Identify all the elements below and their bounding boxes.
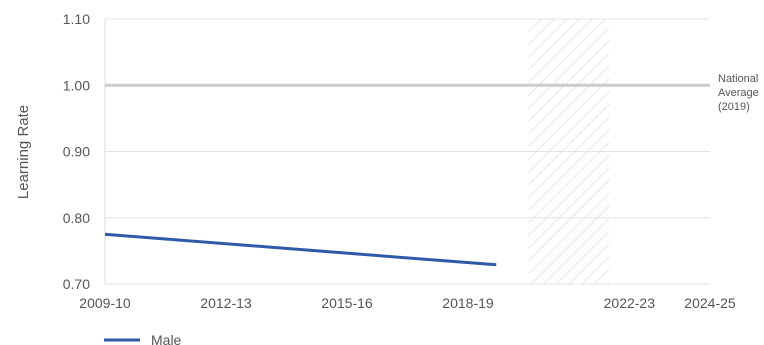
- x-tick-label: 2018-19: [442, 295, 494, 311]
- national-average-label-line: (2019): [718, 101, 750, 113]
- y-tick-label: 0.70: [63, 276, 90, 292]
- y-tick-label: 0.90: [63, 144, 90, 160]
- x-tick-label: 2024-25: [684, 295, 736, 311]
- x-tick-label: 2015-16: [321, 295, 373, 311]
- series-lines: [104, 232, 497, 267]
- y-axis-ticks: 0.70 0.80 0.90 1.00 1.10: [63, 11, 90, 292]
- hatched-gap-band: [528, 19, 610, 284]
- national-average-reference: National Average (2019): [105, 73, 759, 113]
- x-tick-label: 2022-23: [604, 295, 656, 311]
- x-tick-label: 2012-13: [200, 295, 252, 311]
- y-axis-title: Learning Rate: [15, 105, 32, 199]
- series-line-male: [104, 232, 497, 267]
- legend-label-male: Male: [151, 332, 182, 345]
- national-average-label-line: Average: [718, 87, 759, 99]
- y-tick-label: 0.80: [63, 210, 90, 226]
- y-tick-label: 1.00: [63, 77, 90, 93]
- x-tick-label: 2009-10: [79, 295, 131, 311]
- y-tick-label: 1.10: [63, 11, 90, 27]
- national-average-label-line: National: [718, 73, 758, 85]
- x-axis-ticks: 2009-10 2012-13 2015-16 2018-19 2022-23 2024-…: [79, 295, 736, 311]
- legend: Male: [104, 332, 182, 345]
- grid-lines: [104, 18, 710, 285]
